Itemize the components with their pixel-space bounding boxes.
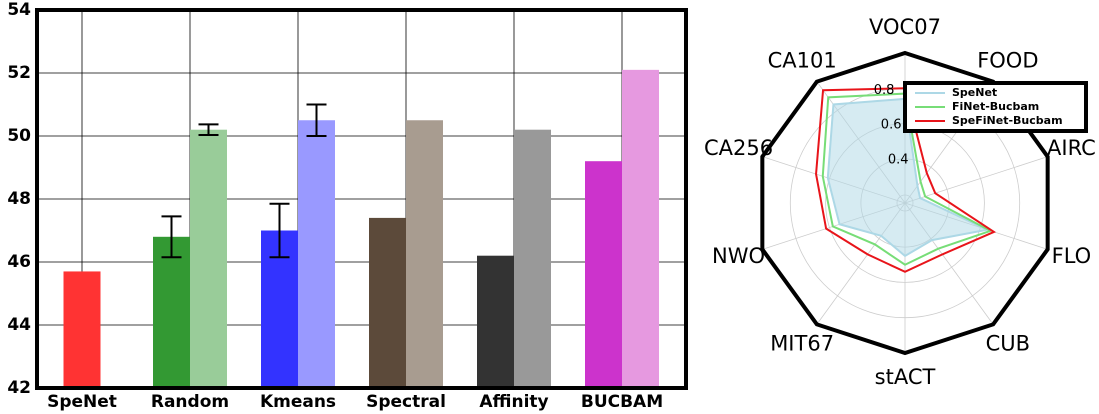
axis-label: CUB: [986, 332, 1030, 356]
x-tick-label: Affinity: [479, 392, 548, 412]
y-tick-label: 48: [7, 189, 31, 209]
y-tick-label: 46: [7, 252, 31, 272]
bar: [153, 236, 190, 388]
axis-label: CA101: [768, 48, 837, 72]
y-tick-label: 42: [7, 378, 31, 398]
bar: [514, 129, 551, 388]
bar: [406, 120, 443, 388]
bar: [585, 161, 622, 388]
bar: [190, 129, 227, 388]
y-tick-label: 52: [7, 63, 31, 83]
y-tick-label: 50: [7, 126, 31, 146]
axis-label: MIT67: [770, 332, 834, 356]
axis-label: AIRC: [1047, 136, 1096, 160]
error-bar: [306, 103, 327, 137]
r-tick-label: 0.8: [874, 83, 895, 98]
x-tick-label: Kmeans: [260, 392, 336, 412]
r-tick-label: 0.4: [888, 152, 909, 167]
r-tick-label: 0.6: [881, 118, 902, 133]
y-tick-label: 44: [7, 315, 31, 335]
plot-frame: [35, 8, 688, 390]
error-bar: [198, 123, 219, 137]
legend-label: SpeNet: [952, 86, 997, 99]
legend-label: SpeFiNet-Bucbam: [952, 114, 1063, 127]
axis-label: FOOD: [977, 48, 1038, 72]
error-bar: [161, 215, 182, 259]
bar: [63, 271, 101, 388]
bar: [622, 69, 659, 388]
series-line: [821, 92, 994, 266]
axis-label: VOC07: [869, 15, 941, 39]
bar: [298, 120, 335, 388]
bar: [369, 217, 406, 388]
x-tick-label: Spectral: [366, 392, 446, 412]
spoke: [904, 156, 1048, 204]
x-tick-label: Random: [151, 392, 229, 412]
error-bar: [269, 202, 290, 259]
bar: [477, 255, 514, 388]
y-tick-label: 54: [7, 0, 31, 20]
axis-label: NWO: [712, 244, 765, 268]
series-line: [826, 97, 991, 258]
x-tick-label: SpeNet: [47, 392, 117, 412]
series-line: [815, 87, 997, 273]
x-tick-label: BUCBAM: [581, 392, 663, 412]
axis-label: FLO: [1052, 244, 1092, 268]
axis-label: stACT: [875, 365, 936, 389]
legend-label: FiNet-Bucbam: [952, 100, 1039, 113]
